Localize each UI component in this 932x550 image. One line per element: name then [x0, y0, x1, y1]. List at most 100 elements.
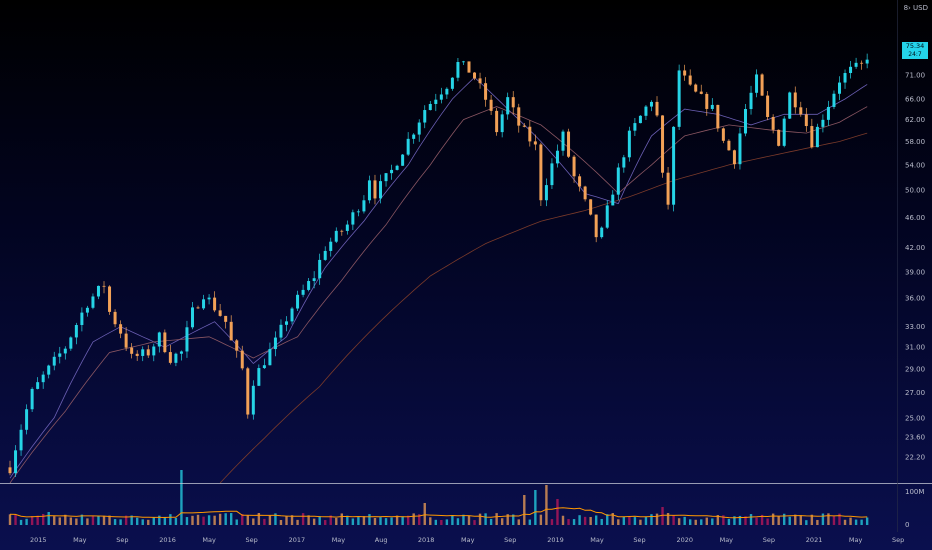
volume-bar	[180, 470, 183, 525]
volume-bar	[124, 515, 128, 525]
time-tick-label: May	[73, 536, 87, 544]
volume-bar	[218, 513, 222, 525]
candle	[8, 460, 12, 476]
candle	[345, 220, 349, 235]
volume-bar	[738, 515, 742, 525]
time-tick-label: 2015	[30, 536, 47, 544]
time-tick-label: Sep	[763, 536, 775, 544]
volume-bar	[594, 515, 598, 525]
candle	[141, 346, 145, 362]
candle	[439, 87, 443, 104]
candle	[484, 77, 488, 107]
candle	[583, 185, 587, 202]
candle	[229, 315, 233, 341]
time-tick-label: May	[202, 536, 216, 544]
candle	[218, 303, 222, 317]
candle	[174, 352, 178, 367]
volume-bar	[69, 517, 73, 525]
candle	[572, 155, 576, 183]
candle	[14, 445, 18, 478]
volume-bar	[821, 513, 825, 525]
price-tick-label: 62.00	[905, 116, 925, 124]
time-tick-label: 2019	[547, 536, 564, 544]
volume-bar	[445, 519, 449, 525]
price-tick-label: 42.00	[905, 244, 925, 252]
candle	[58, 346, 62, 364]
candle	[539, 142, 543, 207]
candle	[152, 343, 156, 362]
volume-bar	[512, 514, 515, 525]
candle	[135, 350, 139, 361]
candle	[351, 209, 355, 231]
candle	[467, 61, 471, 73]
volume-bar	[766, 518, 769, 525]
candle	[401, 153, 405, 166]
candle	[688, 69, 692, 86]
volume-bar	[578, 515, 581, 525]
candle	[285, 316, 288, 332]
candle	[25, 404, 29, 435]
candle	[799, 101, 803, 117]
volume-bar	[489, 518, 493, 525]
volume-bar	[25, 518, 28, 525]
price-tick-label: 71.00	[905, 72, 925, 80]
candle	[36, 377, 40, 390]
volume-bar	[799, 515, 802, 525]
volume-bar	[456, 518, 460, 525]
time-tick-label: May	[849, 536, 863, 544]
price-tick-label: 33.00	[905, 323, 925, 331]
candle	[224, 315, 228, 329]
candle	[627, 126, 631, 162]
candle	[384, 172, 388, 187]
candle	[423, 105, 427, 129]
volume-bar	[152, 517, 155, 525]
candle	[246, 366, 250, 419]
volume-bar	[357, 517, 360, 525]
candle	[738, 127, 742, 170]
candle	[743, 104, 747, 137]
volume-bar	[290, 515, 294, 525]
volume-bar	[484, 513, 487, 525]
candle	[273, 331, 277, 357]
candle	[157, 331, 161, 353]
candle	[705, 92, 709, 116]
volume-bar	[80, 514, 84, 525]
candle	[511, 91, 515, 115]
candle	[52, 351, 56, 371]
volume-bar	[30, 516, 34, 525]
volume-bar	[296, 519, 299, 525]
candle	[119, 320, 123, 339]
volume-bar	[755, 517, 758, 525]
volume-bar	[174, 518, 178, 525]
candle	[622, 154, 626, 173]
candle	[649, 100, 653, 112]
volume-bar	[805, 520, 808, 525]
volume-bar	[534, 490, 537, 525]
candle	[102, 281, 106, 294]
volume-bar	[395, 515, 399, 525]
volume-bar	[771, 513, 775, 525]
time-tick-label: Sep	[504, 536, 516, 544]
volume-bar	[158, 515, 161, 525]
price-tick-label: 58.00	[905, 138, 925, 146]
candle	[473, 71, 477, 81]
price-tick-label: 46.00	[905, 214, 925, 222]
candle	[661, 115, 665, 178]
volume-bar	[312, 518, 316, 525]
candle	[495, 107, 499, 136]
volume-bar	[202, 516, 205, 525]
candle	[766, 90, 770, 121]
candle	[517, 103, 521, 133]
candle	[207, 294, 211, 305]
volume-bar	[86, 518, 89, 525]
candle	[163, 329, 167, 354]
candle	[168, 344, 172, 365]
volume-bar	[252, 518, 255, 525]
volume-bar	[633, 517, 637, 525]
volume-bar	[268, 515, 272, 525]
time-tick-label: May	[332, 536, 346, 544]
candle	[434, 93, 438, 112]
volume-bar	[639, 519, 642, 525]
